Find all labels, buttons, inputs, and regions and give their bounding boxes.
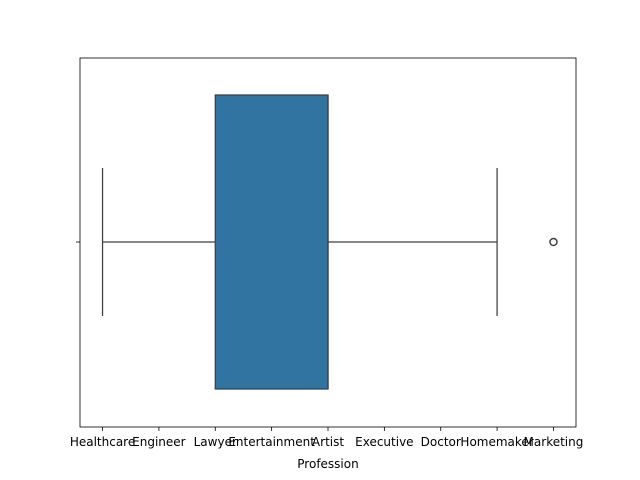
x-tick-label: Engineer bbox=[132, 435, 186, 449]
x-tick-label: Doctor bbox=[421, 435, 461, 449]
x-axis-label: Profession bbox=[297, 457, 358, 471]
iqr-box bbox=[214, 94, 329, 390]
x-tick-label: Marketing bbox=[524, 435, 584, 449]
outlier-point bbox=[549, 237, 558, 247]
x-tick-label: Healthcare bbox=[70, 435, 135, 449]
plot-area bbox=[79, 57, 577, 428]
x-tick-label: Executive bbox=[355, 435, 413, 449]
x-tick-label: Homemaker bbox=[460, 435, 533, 449]
x-tick-label: Artist bbox=[312, 435, 344, 449]
x-tick-label: Entertainment bbox=[228, 435, 315, 449]
x-tick-label: Lawyer bbox=[194, 435, 237, 449]
